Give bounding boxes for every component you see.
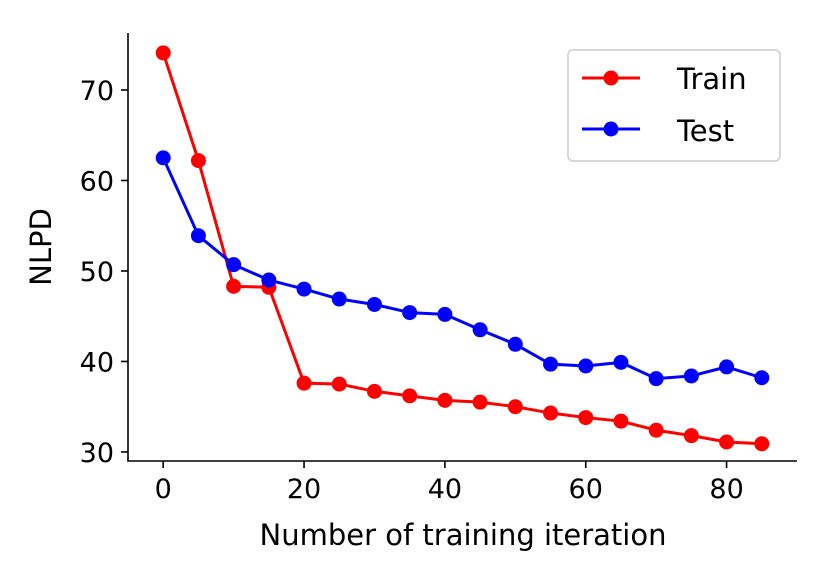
x-tick-label: 60 — [569, 474, 603, 505]
data-point-test — [190, 228, 206, 244]
x-axis-title: Number of training iteration — [260, 518, 667, 552]
y-tick-label: 50 — [80, 257, 114, 288]
ticks: 0 20 40 60 80 30 40 50 60 70 — [80, 76, 744, 505]
y-tick-label: 40 — [80, 347, 114, 378]
y-tick-label: 70 — [80, 76, 114, 107]
legend-train-marker — [603, 70, 619, 86]
data-point-train — [719, 434, 735, 450]
x-tick-label: 20 — [287, 474, 321, 505]
data-point-test — [402, 305, 418, 321]
data-point-test — [226, 257, 242, 273]
data-point-test — [331, 291, 347, 307]
data-point-test — [719, 359, 735, 375]
data-point-test — [683, 368, 699, 384]
x-tick-label: 0 — [155, 474, 172, 505]
axes — [127, 33, 797, 462]
data-point-train — [437, 392, 453, 408]
data-point-test — [754, 370, 770, 386]
data-point-train — [366, 383, 382, 399]
data-point-test — [507, 336, 523, 352]
data-point-train — [683, 428, 699, 444]
data-point-test — [155, 150, 171, 166]
data-point-train — [578, 410, 594, 426]
data-point-test — [472, 322, 488, 338]
data-point-train — [402, 388, 418, 404]
legend-test-marker — [603, 121, 619, 137]
legend-test-label: Test — [676, 114, 734, 148]
data-point-test — [578, 358, 594, 374]
data-point-train — [296, 375, 312, 391]
data-point-train — [754, 436, 770, 452]
data-point-test — [296, 281, 312, 297]
data-point-test — [648, 371, 664, 387]
data-point-test — [613, 354, 629, 370]
data-point-train — [543, 405, 559, 421]
data-point-test — [437, 306, 453, 322]
data-point-test — [543, 356, 559, 372]
data-point-test — [366, 296, 382, 312]
data-point-train — [190, 153, 206, 169]
data-point-train — [155, 45, 171, 61]
legend-box — [567, 49, 781, 162]
legend-train-label: Train — [676, 62, 747, 96]
data-point-train — [226, 278, 242, 294]
y-tick-label: 30 — [80, 438, 114, 469]
series-line-test — [161, 156, 764, 381]
series — [155, 45, 770, 452]
data-point-train — [648, 422, 664, 438]
data-point-train — [613, 413, 629, 429]
y-axis-title: NLPD — [24, 208, 58, 286]
data-point-train — [472, 394, 488, 410]
data-point-train — [331, 376, 347, 392]
legend: Train Test — [567, 49, 781, 162]
x-tick-label: 40 — [428, 474, 462, 505]
data-point-test — [261, 272, 277, 288]
x-tick-label: 80 — [709, 474, 743, 505]
data-point-train — [507, 399, 523, 415]
y-tick-label: 60 — [80, 166, 114, 197]
